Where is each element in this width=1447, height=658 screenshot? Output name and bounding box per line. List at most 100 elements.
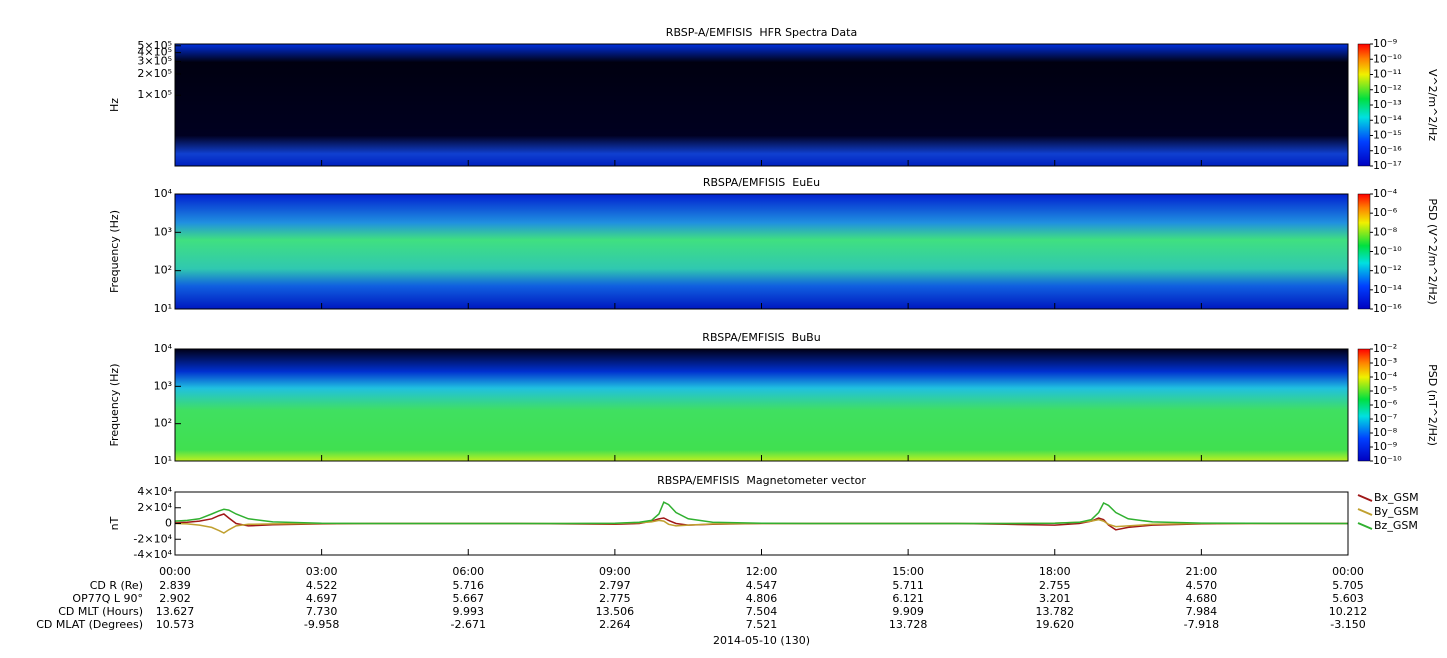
colorbar-tick-label: 10⁻⁹ <box>1373 440 1397 453</box>
ephemeris-label: CD R (Re) <box>90 579 143 592</box>
colorbar-tick-label: 10⁻¹⁰ <box>1373 245 1402 258</box>
ephemeris-value: 4.547 <box>746 579 778 592</box>
y-tick-label: 10³ <box>154 379 172 392</box>
colorbar <box>1357 348 1371 462</box>
colorbar-tick-label: 10⁻⁹ <box>1373 37 1397 50</box>
spectrogram-image <box>175 349 1348 461</box>
ephemeris-value: 4.522 <box>306 579 338 592</box>
y-tick-label: 10¹ <box>154 454 172 467</box>
ephemeris-value: 2.797 <box>599 579 631 592</box>
y-tick-label: 4×10⁴ <box>137 485 172 498</box>
ephemeris-value: 19.620 <box>1036 618 1075 631</box>
y-tick-label: -4×10⁴ <box>133 548 172 561</box>
colorbar-tick-label: 10⁻⁸ <box>1373 225 1398 238</box>
y-axis-label: Hz <box>108 98 121 112</box>
ephemeris-value: 3.201 <box>1039 592 1071 605</box>
y-tick-label: 0 <box>165 517 172 530</box>
y-tick-label: 3×10⁵ <box>137 54 172 67</box>
legend-label: Bx_GSM <box>1374 491 1419 504</box>
colorbar <box>1357 43 1371 167</box>
ephemeris-label: CD MLT (Hours) <box>58 605 143 618</box>
panel-title: RBSPA/EMFISIS EuEu <box>703 176 820 189</box>
ephemeris-value: 13.627 <box>156 605 195 618</box>
panel-title: RBSPA/EMFISIS Magnetometer vector <box>657 474 866 487</box>
ephemeris-value: 5.667 <box>453 592 485 605</box>
ephemeris-value: 2.755 <box>1039 579 1071 592</box>
spectrogram-image <box>175 194 1348 309</box>
ephemeris-value: 10.573 <box>156 618 195 631</box>
legend-swatch <box>1357 494 1373 502</box>
ephemeris-value: 7.984 <box>1186 605 1218 618</box>
y-tick-label: 10² <box>154 417 172 430</box>
colorbar-tick-label: 10⁻¹⁰ <box>1373 52 1402 65</box>
legend-label: Bz_GSM <box>1374 519 1418 532</box>
legend-swatch <box>1357 508 1373 516</box>
colorbar-tick-label: 10⁻⁶ <box>1373 398 1398 411</box>
y-tick-label: 10³ <box>154 225 172 238</box>
x-tick-label: 03:00 <box>306 565 338 578</box>
x-tick-label: 09:00 <box>599 565 631 578</box>
colorbar-tick-label: 10⁻⁸ <box>1373 426 1398 439</box>
ephemeris-value: 2.902 <box>159 592 191 605</box>
y-tick-label: 5×10⁵ <box>137 39 172 52</box>
colorbar-tick-label: 10⁻⁷ <box>1373 412 1397 425</box>
ephemeris-label: OP77Q L 90° <box>72 592 143 605</box>
ephemeris-label: CD MLAT (Degrees) <box>36 618 143 631</box>
colorbar-tick-label: 10⁻¹⁶ <box>1373 144 1402 157</box>
colorbar-tick-label: 10⁻⁵ <box>1373 384 1397 397</box>
x-tick-label: 06:00 <box>452 565 484 578</box>
ephemeris-value: 7.521 <box>746 618 778 631</box>
ephemeris-value: -3.150 <box>1330 618 1365 631</box>
colorbar-tick-label: 10⁻¹⁷ <box>1373 159 1402 172</box>
colorbar-tick-label: 10⁻¹² <box>1373 264 1402 277</box>
y-axis-label: Frequency (Hz) <box>108 364 121 447</box>
ephemeris-value: -9.958 <box>304 618 339 631</box>
spectrogram-image <box>175 44 1348 166</box>
series-line <box>174 501 1349 525</box>
legend-label: By_GSM <box>1374 505 1419 518</box>
x-tick-label: 00:00 <box>159 565 191 578</box>
colorbar-tick-label: 10⁻⁶ <box>1373 206 1398 219</box>
series-line <box>174 518 1348 534</box>
x-tick-label: 15:00 <box>892 565 924 578</box>
colorbar-tick-label: 10⁻² <box>1373 342 1397 355</box>
colorbar-tick-label: 10⁻³ <box>1373 356 1397 369</box>
ephemeris-value: 2.264 <box>599 618 631 631</box>
legend-swatch <box>1357 522 1373 530</box>
x-tick-label: 00:00 <box>1332 565 1364 578</box>
panel-title: RBSP-A/EMFISIS HFR Spectra Data <box>666 26 857 39</box>
ephemeris-value: 5.603 <box>1332 592 1364 605</box>
ephemeris-value: 7.730 <box>306 605 338 618</box>
x-tick-label: 18:00 <box>1039 565 1071 578</box>
ephemeris-value: 13.728 <box>889 618 928 631</box>
ephemeris-value: 4.697 <box>306 592 338 605</box>
colorbar-label: V^2/m^2/Hz <box>1426 69 1439 141</box>
ephemeris-value: -7.918 <box>1184 618 1219 631</box>
ephemeris-value: 5.711 <box>892 579 924 592</box>
y-tick-label: 10² <box>154 264 172 277</box>
y-axis-label: nT <box>108 516 121 530</box>
colorbar-tick-label: 10⁻⁴ <box>1373 187 1398 200</box>
x-tick-label: 12:00 <box>746 565 778 578</box>
colorbar <box>1357 193 1371 310</box>
colorbar-label: PSD (nT^2/Hz) <box>1426 364 1439 446</box>
ephemeris-value: 2.839 <box>159 579 191 592</box>
ephemeris-value: 9.993 <box>453 605 485 618</box>
colorbar-tick-label: 10⁻¹³ <box>1373 98 1402 111</box>
ephemeris-value: 2.775 <box>599 592 631 605</box>
date-label: 2014-05-10 (130) <box>713 634 810 647</box>
ephemeris-value: 9.909 <box>892 605 924 618</box>
colorbar-tick-label: 10⁻⁴ <box>1373 370 1398 383</box>
y-tick-label: 4×10⁵ <box>137 46 172 59</box>
ephemeris-value: 4.570 <box>1186 579 1218 592</box>
colorbar-tick-label: 10⁻¹⁵ <box>1373 129 1402 142</box>
colorbar-label: PSD (V^2/m^2/Hz) <box>1426 198 1439 304</box>
y-tick-label: 2×10⁵ <box>137 67 172 80</box>
colorbar-tick-label: 10⁻¹⁴ <box>1373 283 1402 296</box>
ephemeris-value: 13.506 <box>596 605 635 618</box>
y-tick-label: -2×10⁴ <box>133 532 172 545</box>
x-tick-label: 21:00 <box>1186 565 1218 578</box>
ephemeris-value: -2.671 <box>451 618 486 631</box>
colorbar-tick-label: 10⁻¹⁰ <box>1373 454 1402 467</box>
